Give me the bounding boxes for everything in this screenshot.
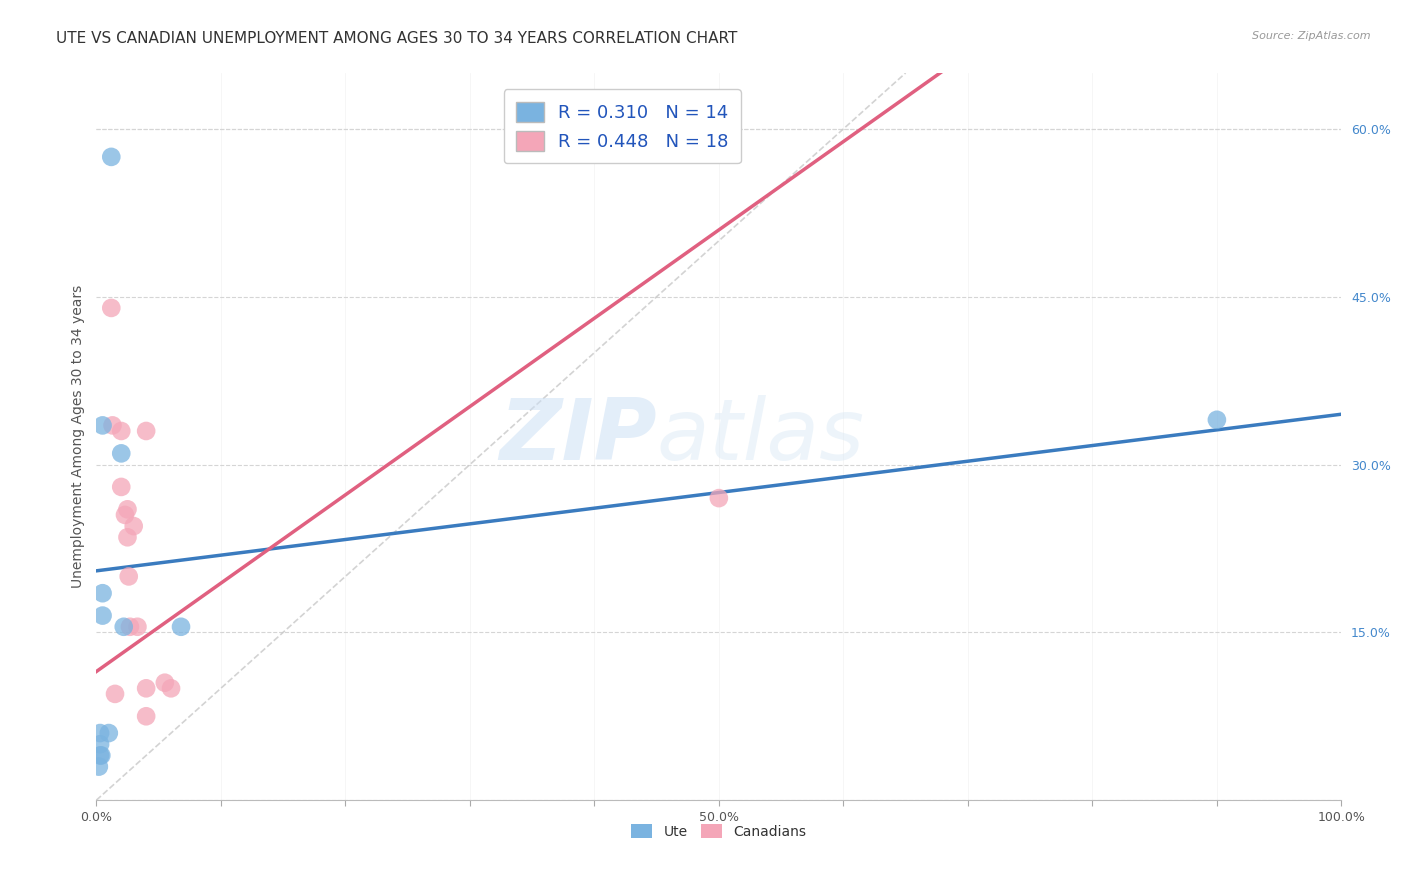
Point bbox=[101, 418, 124, 433]
Point bbox=[114, 508, 136, 522]
Point bbox=[153, 675, 176, 690]
Point bbox=[707, 491, 730, 505]
Point bbox=[170, 620, 193, 634]
Point bbox=[135, 681, 157, 696]
Point bbox=[110, 446, 132, 460]
Point bbox=[118, 620, 141, 634]
Text: ZIP: ZIP bbox=[499, 395, 657, 478]
Point bbox=[1206, 413, 1229, 427]
Point bbox=[100, 301, 122, 315]
Legend: Ute, Canadians: Ute, Canadians bbox=[626, 818, 811, 844]
Point bbox=[135, 424, 157, 438]
Point bbox=[110, 480, 132, 494]
Point bbox=[91, 586, 114, 600]
Point bbox=[127, 620, 149, 634]
Point bbox=[89, 737, 111, 751]
Point bbox=[90, 748, 112, 763]
Point bbox=[91, 608, 114, 623]
Text: Source: ZipAtlas.com: Source: ZipAtlas.com bbox=[1253, 31, 1371, 41]
Point bbox=[89, 748, 111, 763]
Point bbox=[110, 424, 132, 438]
Text: atlas: atlas bbox=[657, 395, 865, 478]
Point bbox=[118, 569, 141, 583]
Point bbox=[160, 681, 183, 696]
Point bbox=[91, 418, 114, 433]
Point bbox=[135, 709, 157, 723]
Y-axis label: Unemployment Among Ages 30 to 34 years: Unemployment Among Ages 30 to 34 years bbox=[72, 285, 86, 588]
Point bbox=[87, 759, 110, 773]
Point bbox=[117, 530, 139, 544]
Point bbox=[122, 519, 145, 533]
Point bbox=[97, 726, 120, 740]
Point bbox=[104, 687, 127, 701]
Point bbox=[112, 620, 135, 634]
Point bbox=[89, 726, 111, 740]
Point bbox=[117, 502, 139, 516]
Point bbox=[100, 150, 122, 164]
Text: UTE VS CANADIAN UNEMPLOYMENT AMONG AGES 30 TO 34 YEARS CORRELATION CHART: UTE VS CANADIAN UNEMPLOYMENT AMONG AGES … bbox=[56, 31, 738, 46]
